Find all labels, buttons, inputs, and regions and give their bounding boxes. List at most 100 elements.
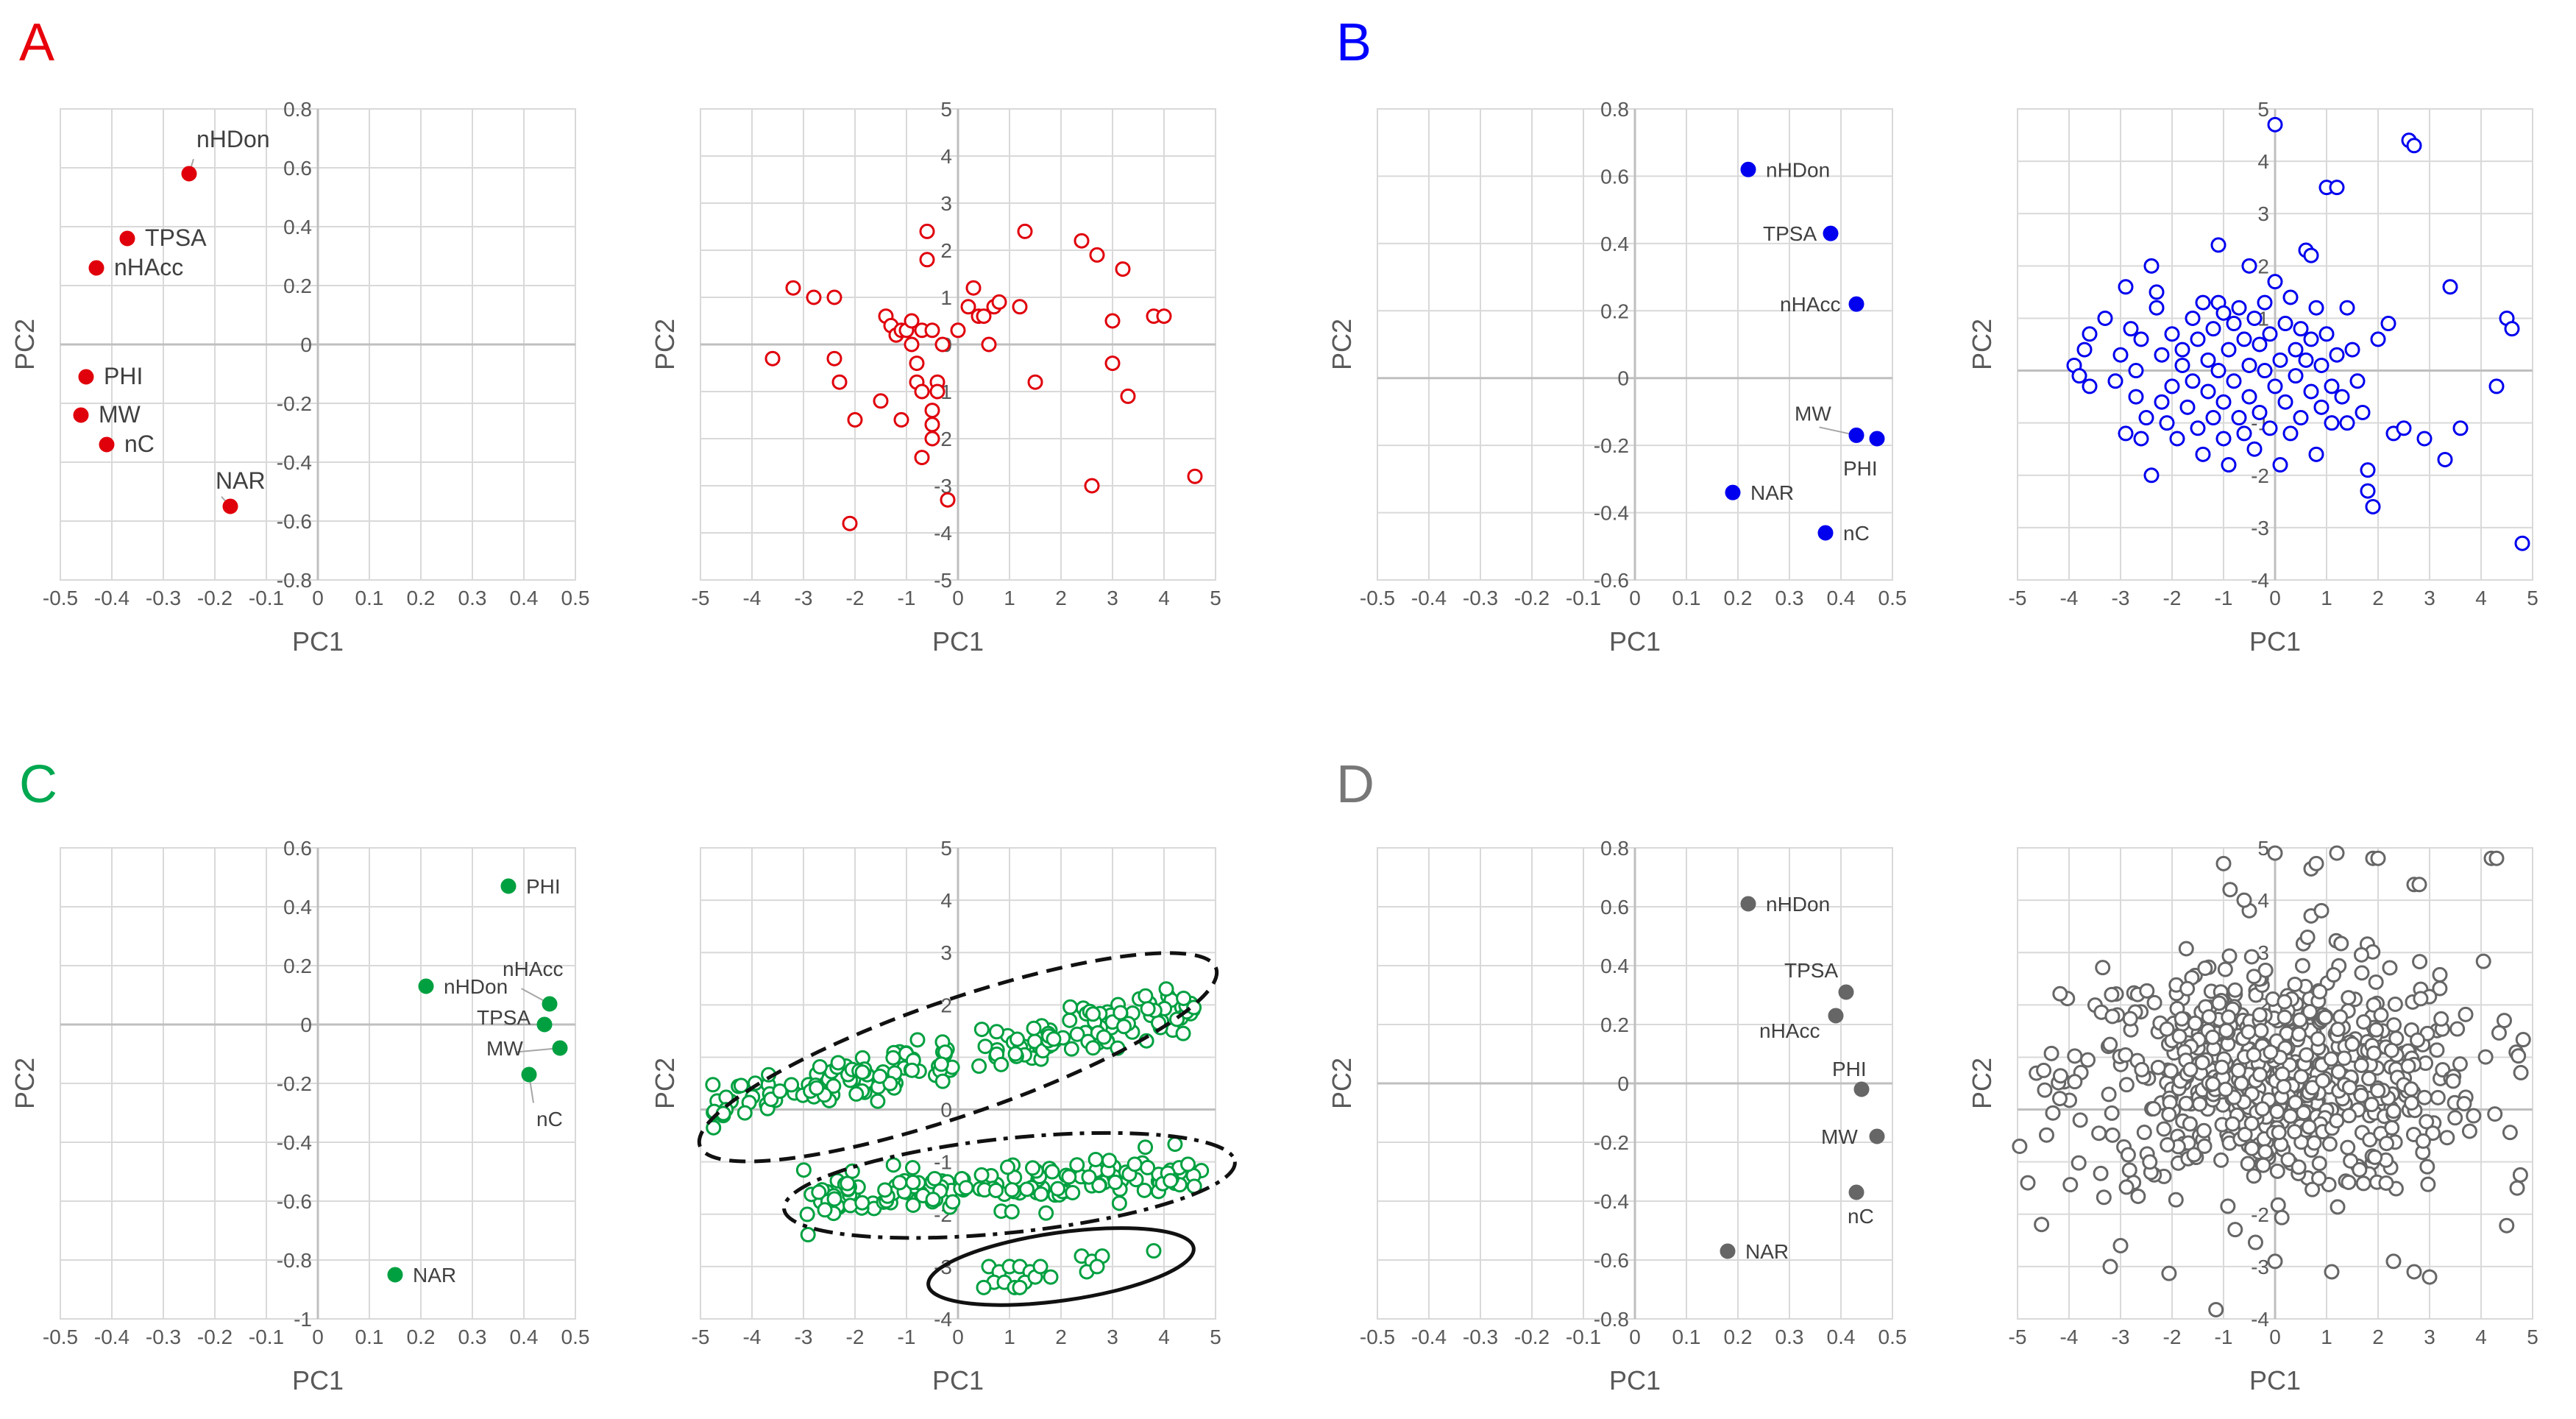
score-point bbox=[2043, 1045, 2059, 1061]
loading-point bbox=[1720, 1243, 1736, 1259]
x-tick-label: 2 bbox=[1055, 587, 1067, 609]
score-point bbox=[1187, 468, 1203, 484]
x-tick-label: 3 bbox=[1107, 587, 1118, 609]
score-point bbox=[1044, 1164, 1060, 1180]
score-point bbox=[2272, 352, 2288, 368]
x-axis-title: PC1 bbox=[932, 626, 984, 657]
score-point bbox=[1158, 981, 1174, 997]
score-point bbox=[2169, 431, 2185, 447]
score-point bbox=[2419, 1114, 2435, 1130]
score-point bbox=[940, 492, 956, 508]
score-point bbox=[2196, 1122, 2212, 1139]
score-point bbox=[904, 336, 920, 353]
score-point bbox=[2241, 357, 2257, 373]
score-point bbox=[958, 1180, 974, 1196]
score-point bbox=[2445, 1073, 2461, 1089]
y-tick-label: 0.6 bbox=[1600, 165, 1629, 188]
score-point bbox=[1038, 1205, 1054, 1221]
x-tick-label: -3 bbox=[795, 587, 813, 609]
score-point bbox=[2082, 378, 2098, 394]
score-point bbox=[2424, 1125, 2441, 1142]
score-point bbox=[1087, 1151, 1104, 1167]
x-tick-label: 0 bbox=[952, 1326, 964, 1348]
C-loadings-chart: -0.5 -0.4 -0.3 -0.2 -0.1 0 0.1 0.2 0.3 0.4 0.5 -1 -0… bbox=[10, 837, 589, 1395]
score-point bbox=[2123, 321, 2139, 337]
x-tick-label: -0.1 bbox=[1566, 587, 1601, 609]
score-point bbox=[976, 308, 992, 325]
score-point bbox=[2179, 980, 2196, 997]
score-point bbox=[2020, 1175, 2036, 1191]
score-point bbox=[2254, 1101, 2271, 1117]
loading-label: nHAcc bbox=[1759, 1019, 1820, 1042]
x-tick-label: -0.3 bbox=[1463, 1326, 1498, 1348]
score-point bbox=[784, 1077, 800, 1093]
score-point bbox=[2272, 457, 2288, 473]
x-tick-label: -0.2 bbox=[1514, 1326, 1550, 1348]
score-point bbox=[1146, 1243, 1162, 1259]
score-point bbox=[840, 1175, 856, 1192]
score-point bbox=[885, 1050, 901, 1066]
score-point bbox=[2097, 310, 2113, 326]
score-point bbox=[2213, 1152, 2229, 1168]
score-point bbox=[2491, 1025, 2507, 1041]
score-point bbox=[2071, 368, 2087, 384]
score-point bbox=[2205, 410, 2221, 426]
score-point bbox=[926, 1170, 943, 1186]
score-point bbox=[1140, 1001, 1156, 1017]
score-point bbox=[914, 383, 930, 400]
score-point bbox=[2333, 935, 2349, 952]
x-tick-label: 0.2 bbox=[1724, 1326, 1753, 1348]
score-point bbox=[2192, 1096, 2208, 1112]
x-tick-label: -0.3 bbox=[1463, 587, 1498, 609]
y-tick-label: 2 bbox=[940, 239, 952, 262]
y-tick-label: 0.4 bbox=[1600, 955, 1629, 977]
score-point bbox=[2186, 1147, 2202, 1163]
score-point bbox=[2174, 1011, 2190, 1027]
score-point bbox=[1167, 1136, 1183, 1153]
score-point bbox=[2240, 1024, 2257, 1040]
score-point bbox=[2449, 1021, 2466, 1037]
score-point bbox=[706, 1119, 722, 1136]
score-point bbox=[2218, 1081, 2234, 1097]
score-point bbox=[806, 289, 822, 305]
x-tick-label: -0.4 bbox=[1411, 1326, 1447, 1348]
score-point bbox=[2051, 1091, 2068, 1107]
score-point bbox=[973, 1167, 990, 1183]
x-tick-label: -1 bbox=[2215, 1326, 2233, 1348]
score-point bbox=[2267, 845, 2283, 861]
score-point bbox=[2214, 1059, 2230, 1075]
score-point bbox=[2227, 1222, 2243, 1238]
score-point bbox=[2311, 1156, 2327, 1172]
y-axis-title: PC2 bbox=[1967, 319, 1997, 370]
score-point bbox=[2329, 845, 2345, 861]
loading-label: nC bbox=[124, 431, 155, 457]
B-loadings-chart: -0.5 -0.4 -0.3 -0.2 -0.1 0 0.1 0.2 0.3 0.4 0.5 -0.6… bbox=[1327, 98, 1906, 657]
loading-label: nHAcc bbox=[1780, 293, 1840, 316]
score-point bbox=[2182, 1061, 2199, 1077]
score-point bbox=[2246, 969, 2262, 985]
x-tick-label: 3 bbox=[1107, 1326, 1118, 1348]
score-point bbox=[2138, 410, 2154, 426]
x-tick-label: 0.1 bbox=[355, 1326, 384, 1348]
score-point bbox=[2052, 1068, 2068, 1084]
score-point bbox=[914, 450, 930, 466]
loading-point bbox=[536, 1016, 553, 1033]
score-point bbox=[2237, 1126, 2253, 1142]
score-point bbox=[2382, 960, 2398, 976]
score-point bbox=[924, 322, 940, 339]
score-point bbox=[2262, 420, 2278, 436]
panel-letter-d: D bbox=[1336, 755, 1374, 814]
score-point bbox=[2230, 1063, 2246, 1079]
score-point bbox=[2299, 929, 2316, 945]
score-point bbox=[2252, 404, 2268, 420]
score-point bbox=[2308, 300, 2324, 316]
score-point bbox=[2461, 1123, 2477, 1139]
y-tick-label: -2 bbox=[2251, 464, 2269, 487]
score-point bbox=[1115, 261, 1131, 277]
score-point bbox=[2195, 294, 2211, 311]
y-tick-label: 0.8 bbox=[283, 98, 312, 121]
score-point bbox=[2340, 1139, 2356, 1156]
x-tick-label: 4 bbox=[1158, 587, 1170, 609]
score-point bbox=[2217, 961, 2233, 977]
y-tick-label: 0.4 bbox=[283, 896, 312, 919]
